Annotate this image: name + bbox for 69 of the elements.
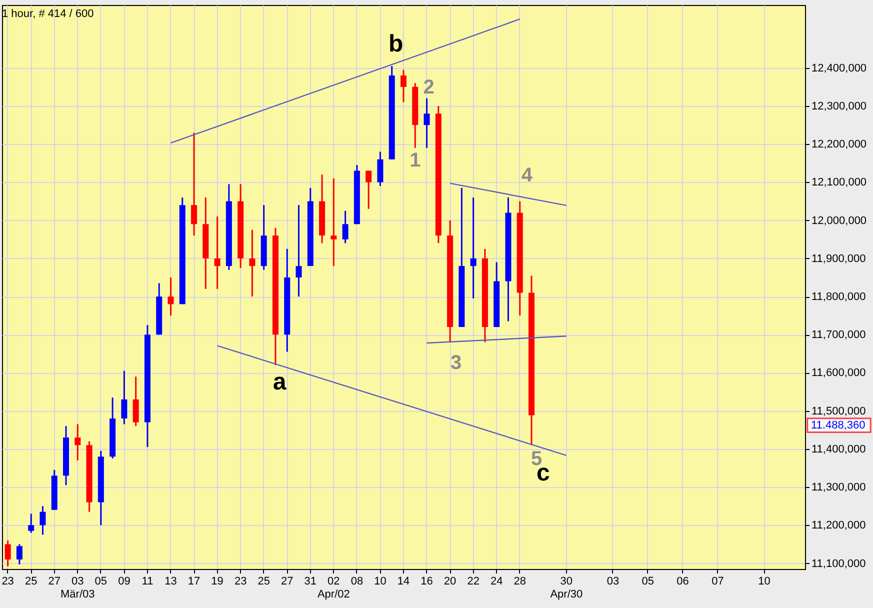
y-tick-label: 11,100,000 [812, 558, 866, 570]
candlestick [74, 423, 81, 462]
candlestick [249, 229, 256, 298]
x-tick-label: 11 [142, 576, 154, 588]
y-tick-label: 11,700,000 [812, 329, 866, 342]
x-tick-label: 03 [606, 576, 620, 588]
y-tick-label: 11,400,000 [812, 443, 866, 456]
x-tick-label: 25 [258, 576, 270, 588]
y-tick-label: 11,200,000 [812, 520, 866, 532]
x-tick-label: 19 [211, 576, 224, 588]
y-tick-label: 12,400,000 [812, 62, 867, 74]
candlestick [16, 543, 22, 566]
text: 11.488,360 [811, 419, 866, 432]
x-tick-label: 06 [676, 576, 689, 588]
x-tick-label: 24 [490, 576, 503, 588]
x-tick-label: 31 [304, 576, 317, 588]
x-tick-label: 08 [350, 576, 364, 588]
y-tick-label: 12,300,000 [812, 100, 867, 112]
y-tick-label: 11,900,000 [812, 252, 866, 265]
annotation: b [388, 30, 404, 58]
candlestick [28, 512, 34, 534]
chart-title: 1 hour, # 414 / 600 [2, 8, 94, 20]
y-tick-label: 11,600,000 [812, 367, 866, 380]
candlestick [296, 204, 302, 298]
x-tick-label: 17 [188, 576, 200, 588]
candlestick [132, 376, 139, 427]
candlestick [40, 505, 46, 536]
x-tick-label: 07 [712, 576, 724, 588]
x-tick-label: 27 [48, 576, 60, 588]
annotation: 3 [450, 352, 462, 374]
x-tick-label: 23 [2, 576, 14, 588]
x-tick-label: 09 [118, 576, 130, 588]
annotation: a [272, 368, 287, 396]
candlestick [366, 170, 372, 210]
x-tick-label: 30 Apr/30 [550, 576, 583, 600]
y-tick-label: 11,800,000 [812, 291, 866, 304]
candlestick [470, 196, 476, 300]
annotation: 4 [521, 164, 534, 186]
x-tick-label: 10 [374, 576, 386, 588]
candlestick [400, 69, 406, 103]
x-tick-label: 23 [234, 576, 247, 588]
x-tick-label: 25 [24, 576, 38, 588]
candlestick [214, 216, 220, 290]
candlestick [121, 370, 128, 425]
y-tick-label: 11,500,000 [812, 405, 866, 418]
annotation: 1 [410, 149, 421, 172]
x-tick-label: 10 [758, 576, 770, 588]
x-tick-label: 03 Mär/03 [60, 576, 95, 600]
x-tick-label: 22 [467, 576, 480, 588]
candlestick [424, 98, 430, 149]
x-tick-label: 16 [420, 576, 433, 588]
candlestick [191, 132, 198, 236]
candlestick [377, 150, 384, 187]
candlestick [330, 178, 337, 267]
y-tick-label: 12,000,000 [812, 214, 867, 227]
x-tick-label: 20 [444, 576, 456, 588]
x-tick-label: 27 [281, 576, 294, 588]
candlestick [342, 210, 348, 244]
x-tick-label: 28 [514, 576, 526, 588]
x-tick-label: 14 [397, 576, 410, 588]
x-tick-label: 05 [642, 576, 654, 588]
candlestick [4, 540, 11, 568]
x-tick-label: 05 [94, 576, 108, 588]
x-tick-label: 02 Apr/02 [317, 576, 350, 600]
y-tick-label: 12,100,000 [812, 176, 867, 189]
y-tick-label: 12,200,000 [812, 138, 867, 151]
y-tick-label: 11,300,000 [812, 482, 866, 494]
candlestick [168, 276, 174, 316]
x-tick-label: 13 [164, 576, 177, 588]
